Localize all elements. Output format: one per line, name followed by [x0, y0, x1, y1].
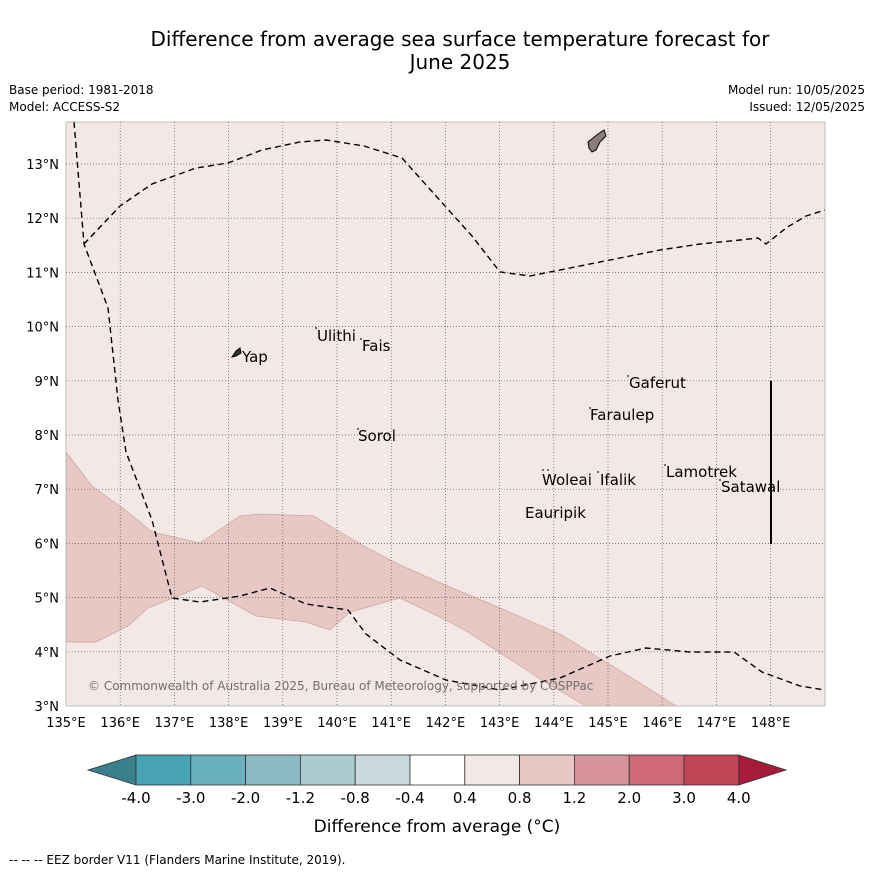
- y-tick-label: 7°N: [35, 483, 60, 498]
- map-frame: [65, 121, 826, 707]
- colorbar-segment: [409, 754, 466, 786]
- x-tick-label: 140°E: [317, 716, 357, 731]
- atoll-marker-gaferut: [627, 375, 629, 377]
- place-label-gaferut: Gaferut: [629, 374, 686, 392]
- atoll-marker-ulithi: [315, 327, 317, 329]
- x-tick-label: 148°E: [751, 716, 791, 731]
- y-tick-label: 8°N: [35, 429, 60, 444]
- title-line-2: June 2025: [409, 50, 511, 74]
- atoll-marker-lamotrek: [664, 464, 666, 466]
- atoll-markers: [315, 327, 721, 481]
- colorbar-segment: [190, 754, 247, 786]
- x-tick-label: 139°E: [263, 716, 303, 731]
- issued-date: Issued: 12/05/2025: [749, 100, 865, 114]
- colorbar-legend: -4.0 -3.0 -2.0 -1.2 -0.8 -0.4 0.4 0.8 1.2 2.0 3.0 4…: [86, 754, 788, 807]
- yap-island: [230, 347, 242, 358]
- colorbar-tick-label: -1.2: [286, 789, 315, 807]
- place-label-sorol: Sorol: [358, 427, 396, 445]
- copyright-text: © Commonwealth of Australia 2025, Bureau…: [88, 679, 593, 693]
- atoll-marker-woleai-2: [547, 469, 549, 471]
- colorbar-segment: [464, 754, 520, 786]
- title-line-1: Difference from average sea surface temp…: [150, 27, 770, 51]
- atoll-marker-woleai-1: [542, 469, 544, 471]
- colorbar-tick-label: -0.4: [395, 789, 424, 807]
- y-tick-label: 6°N: [35, 537, 60, 552]
- atoll-marker-satawal: [719, 479, 721, 481]
- y-tick-label: 5°N: [35, 592, 60, 607]
- x-tick-label: 147°E: [697, 716, 737, 731]
- guam-island: [587, 129, 607, 153]
- y-tick-label: 12°N: [26, 212, 59, 227]
- place-labels: Yap Ulithi Fais Sorol Gaferut Faraulep Woleai I…: [241, 327, 780, 522]
- x-axis-labels: 135°E 136°E 137°E 138°E 139°E 140°E 141°E 142°E…: [46, 716, 790, 731]
- colorbar-tick-label: 0.4: [453, 789, 477, 807]
- x-tick-label: 143°E: [480, 716, 520, 731]
- x-tick-label: 136°E: [100, 716, 140, 731]
- graticule: [66, 122, 825, 706]
- y-tick-label: 9°N: [35, 375, 60, 390]
- colorbar-upper-extend: [738, 754, 788, 786]
- base-period: Base period: 1981-2018: [9, 83, 154, 97]
- eez-footnote: -- -- -- EEZ border V11 (Flanders Marine…: [9, 853, 346, 867]
- x-tick-label: 146°E: [642, 716, 682, 731]
- x-tick-label: 135°E: [46, 716, 86, 731]
- place-label-eauripik: Eauripik: [525, 504, 586, 522]
- eez-border-west: [73, 122, 825, 691]
- model-run: Model run: 10/05/2025: [727, 83, 865, 97]
- x-tick-label: 145°E: [588, 716, 628, 731]
- place-label-ulithi: Ulithi: [317, 327, 356, 345]
- place-label-lamotrek: Lamotrek: [666, 463, 737, 481]
- colorbar-segment: [574, 754, 630, 786]
- colorbar-segment: [299, 754, 356, 786]
- model-name: Model: ACCESS-S2: [9, 100, 121, 114]
- place-label-satawal: Satawal: [721, 478, 780, 496]
- atoll-marker-ifalik: [597, 471, 599, 473]
- colorbar-tick-label: 4.0: [727, 789, 751, 807]
- colorbar-segment: [519, 754, 575, 786]
- colorbar-segment: [628, 754, 685, 786]
- y-tick-label: 13°N: [26, 158, 59, 173]
- colorbar-tick-label: 2.0: [617, 789, 641, 807]
- anomaly-moderate-warm-region: [66, 451, 677, 706]
- x-tick-label: 138°E: [209, 716, 249, 731]
- colorbar-segment: [245, 754, 301, 786]
- y-tick-label: 4°N: [35, 646, 60, 661]
- y-tick-label: 10°N: [26, 321, 59, 336]
- place-label-faraulep: Faraulep: [590, 406, 654, 424]
- map-title: Difference from average sea surface temp…: [100, 28, 820, 74]
- place-label-woleai: Woleai: [542, 471, 592, 489]
- colorbar-tick-label: -4.0: [121, 789, 150, 807]
- colorbar-tick-label: -2.0: [231, 789, 260, 807]
- x-tick-label: 141°E: [371, 716, 411, 731]
- colorbar-segment: [683, 754, 740, 786]
- atoll-marker-sorol: [357, 428, 359, 430]
- colorbar-segment: [354, 754, 411, 786]
- x-tick-label: 137°E: [155, 716, 195, 731]
- place-label-ifalik: Ifalik: [600, 471, 636, 489]
- y-tick-label: 11°N: [26, 266, 59, 281]
- colorbar-tick-label: 3.0: [672, 789, 696, 807]
- colorbar-tick-label: 1.2: [562, 789, 586, 807]
- y-tick-label: 3°N: [35, 700, 60, 715]
- colorbar-lower-extend: [86, 754, 137, 786]
- atoll-marker-fais: [360, 338, 362, 340]
- colorbar-tick-label: -3.0: [176, 789, 205, 807]
- atoll-marker-faraulep: [589, 407, 591, 409]
- colorbar-tick-label: 0.8: [508, 789, 532, 807]
- place-label-yap: Yap: [241, 348, 268, 366]
- colorbar-segment: [135, 754, 192, 786]
- place-label-fais: Fais: [362, 337, 391, 355]
- x-tick-label: 144°E: [534, 716, 574, 731]
- colorbar-tick-label: -0.8: [341, 789, 370, 807]
- colorbar-label: Difference from average (°C): [314, 817, 561, 837]
- x-tick-label: 142°E: [426, 716, 466, 731]
- y-axis-labels: 3°N 4°N 5°N 6°N 7°N 8°N 9°N 10°N 11°N 12°N 13°N: [26, 158, 59, 715]
